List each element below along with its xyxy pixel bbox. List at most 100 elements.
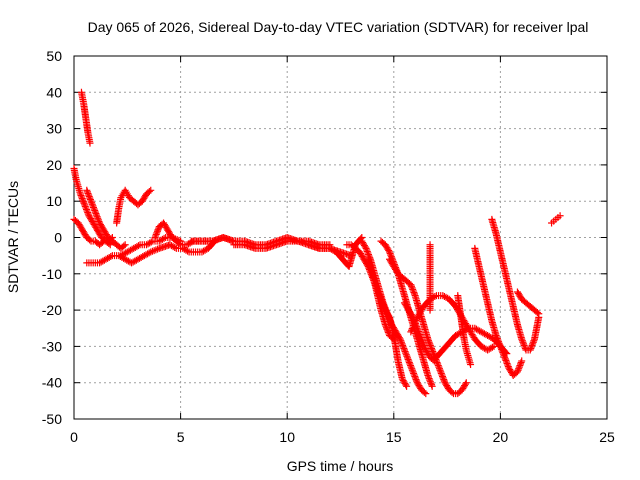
data-point [107, 253, 115, 261]
data-point [488, 343, 496, 351]
data-point [399, 341, 407, 349]
data-point [93, 213, 101, 221]
data-point [120, 242, 128, 250]
data-point [395, 334, 403, 342]
data-point [380, 300, 388, 308]
y-tick-label: 30 [46, 121, 62, 137]
data-point [148, 247, 156, 255]
data-point [154, 245, 162, 253]
data-point [427, 379, 435, 387]
data-point [425, 338, 433, 346]
data-point [424, 335, 432, 343]
data-point [384, 327, 392, 335]
data-point [411, 318, 419, 326]
data-point [86, 196, 94, 204]
data-point [403, 352, 411, 360]
data-point [493, 335, 501, 343]
data-point [82, 205, 90, 213]
data-point [518, 335, 526, 343]
data-point [411, 372, 419, 380]
data-point [399, 343, 407, 351]
y-tick-labels: -50 -40 -30 -20 -10 0 10 20 30 40 50 [42, 48, 62, 427]
data-point [388, 334, 396, 342]
data-point [497, 344, 505, 352]
data-point [87, 197, 95, 205]
data-point [171, 243, 179, 251]
data-point [151, 234, 159, 241]
data-point [402, 349, 410, 357]
data-point [420, 388, 428, 396]
data-point [515, 365, 523, 373]
data-point [418, 335, 426, 343]
x-tick-label: 20 [493, 429, 509, 445]
data-point [94, 214, 102, 222]
data-point [461, 380, 469, 388]
data-point [153, 229, 161, 237]
data-point [428, 346, 436, 354]
data-point [424, 371, 432, 379]
data-point [405, 357, 413, 365]
y-tick-label: 20 [46, 157, 62, 173]
data-point [428, 344, 436, 352]
data-point [361, 243, 369, 251]
data-point [500, 352, 508, 360]
data-point [409, 285, 417, 293]
data-point [134, 242, 142, 250]
data-point [513, 368, 521, 376]
data-point [416, 330, 424, 338]
data-point [409, 323, 417, 331]
data-point [158, 235, 166, 243]
x-tick-label: 15 [386, 429, 402, 445]
data-point [431, 292, 439, 300]
data-point [150, 247, 158, 255]
x-tick-label: 25 [599, 429, 615, 445]
data-point [407, 281, 415, 289]
data-point [514, 366, 522, 374]
x-tick-label: 0 [70, 429, 78, 445]
data-point [386, 316, 394, 324]
data-point [526, 346, 534, 354]
data-point [397, 338, 405, 346]
data-point [121, 241, 129, 249]
data-point [425, 373, 433, 381]
data-point [519, 338, 527, 346]
series-track-04 [70, 215, 116, 249]
data-point [380, 302, 388, 310]
data-point [384, 328, 392, 336]
data-point [498, 347, 506, 355]
data-point [93, 211, 101, 219]
data-point [85, 193, 93, 201]
data-point [390, 335, 398, 343]
data-point [385, 247, 393, 255]
data-point [404, 354, 412, 362]
data-point [437, 368, 445, 376]
data-point [182, 246, 190, 254]
data-point [530, 337, 538, 345]
data-point [86, 194, 94, 202]
data-point [89, 203, 97, 211]
data-point [383, 325, 391, 333]
data-point [516, 362, 524, 370]
data-point [413, 315, 421, 323]
data-point [426, 340, 434, 348]
data-point [398, 340, 406, 348]
data-point [426, 378, 434, 386]
data-point [517, 360, 525, 368]
data-point [495, 338, 503, 346]
data-point [98, 238, 106, 246]
data-point [501, 355, 509, 363]
data-point [440, 377, 448, 385]
data-point [440, 376, 448, 384]
data-point [76, 190, 84, 198]
data-point [81, 202, 89, 210]
series-track-03 [83, 186, 129, 252]
data-point [403, 382, 411, 390]
series-track-26 [548, 212, 564, 227]
data-point [84, 210, 92, 218]
data-point [492, 332, 500, 340]
data-point [419, 340, 427, 348]
data-point [94, 216, 102, 224]
data-point [428, 381, 436, 389]
data-point [417, 334, 425, 342]
data-point [88, 199, 96, 207]
